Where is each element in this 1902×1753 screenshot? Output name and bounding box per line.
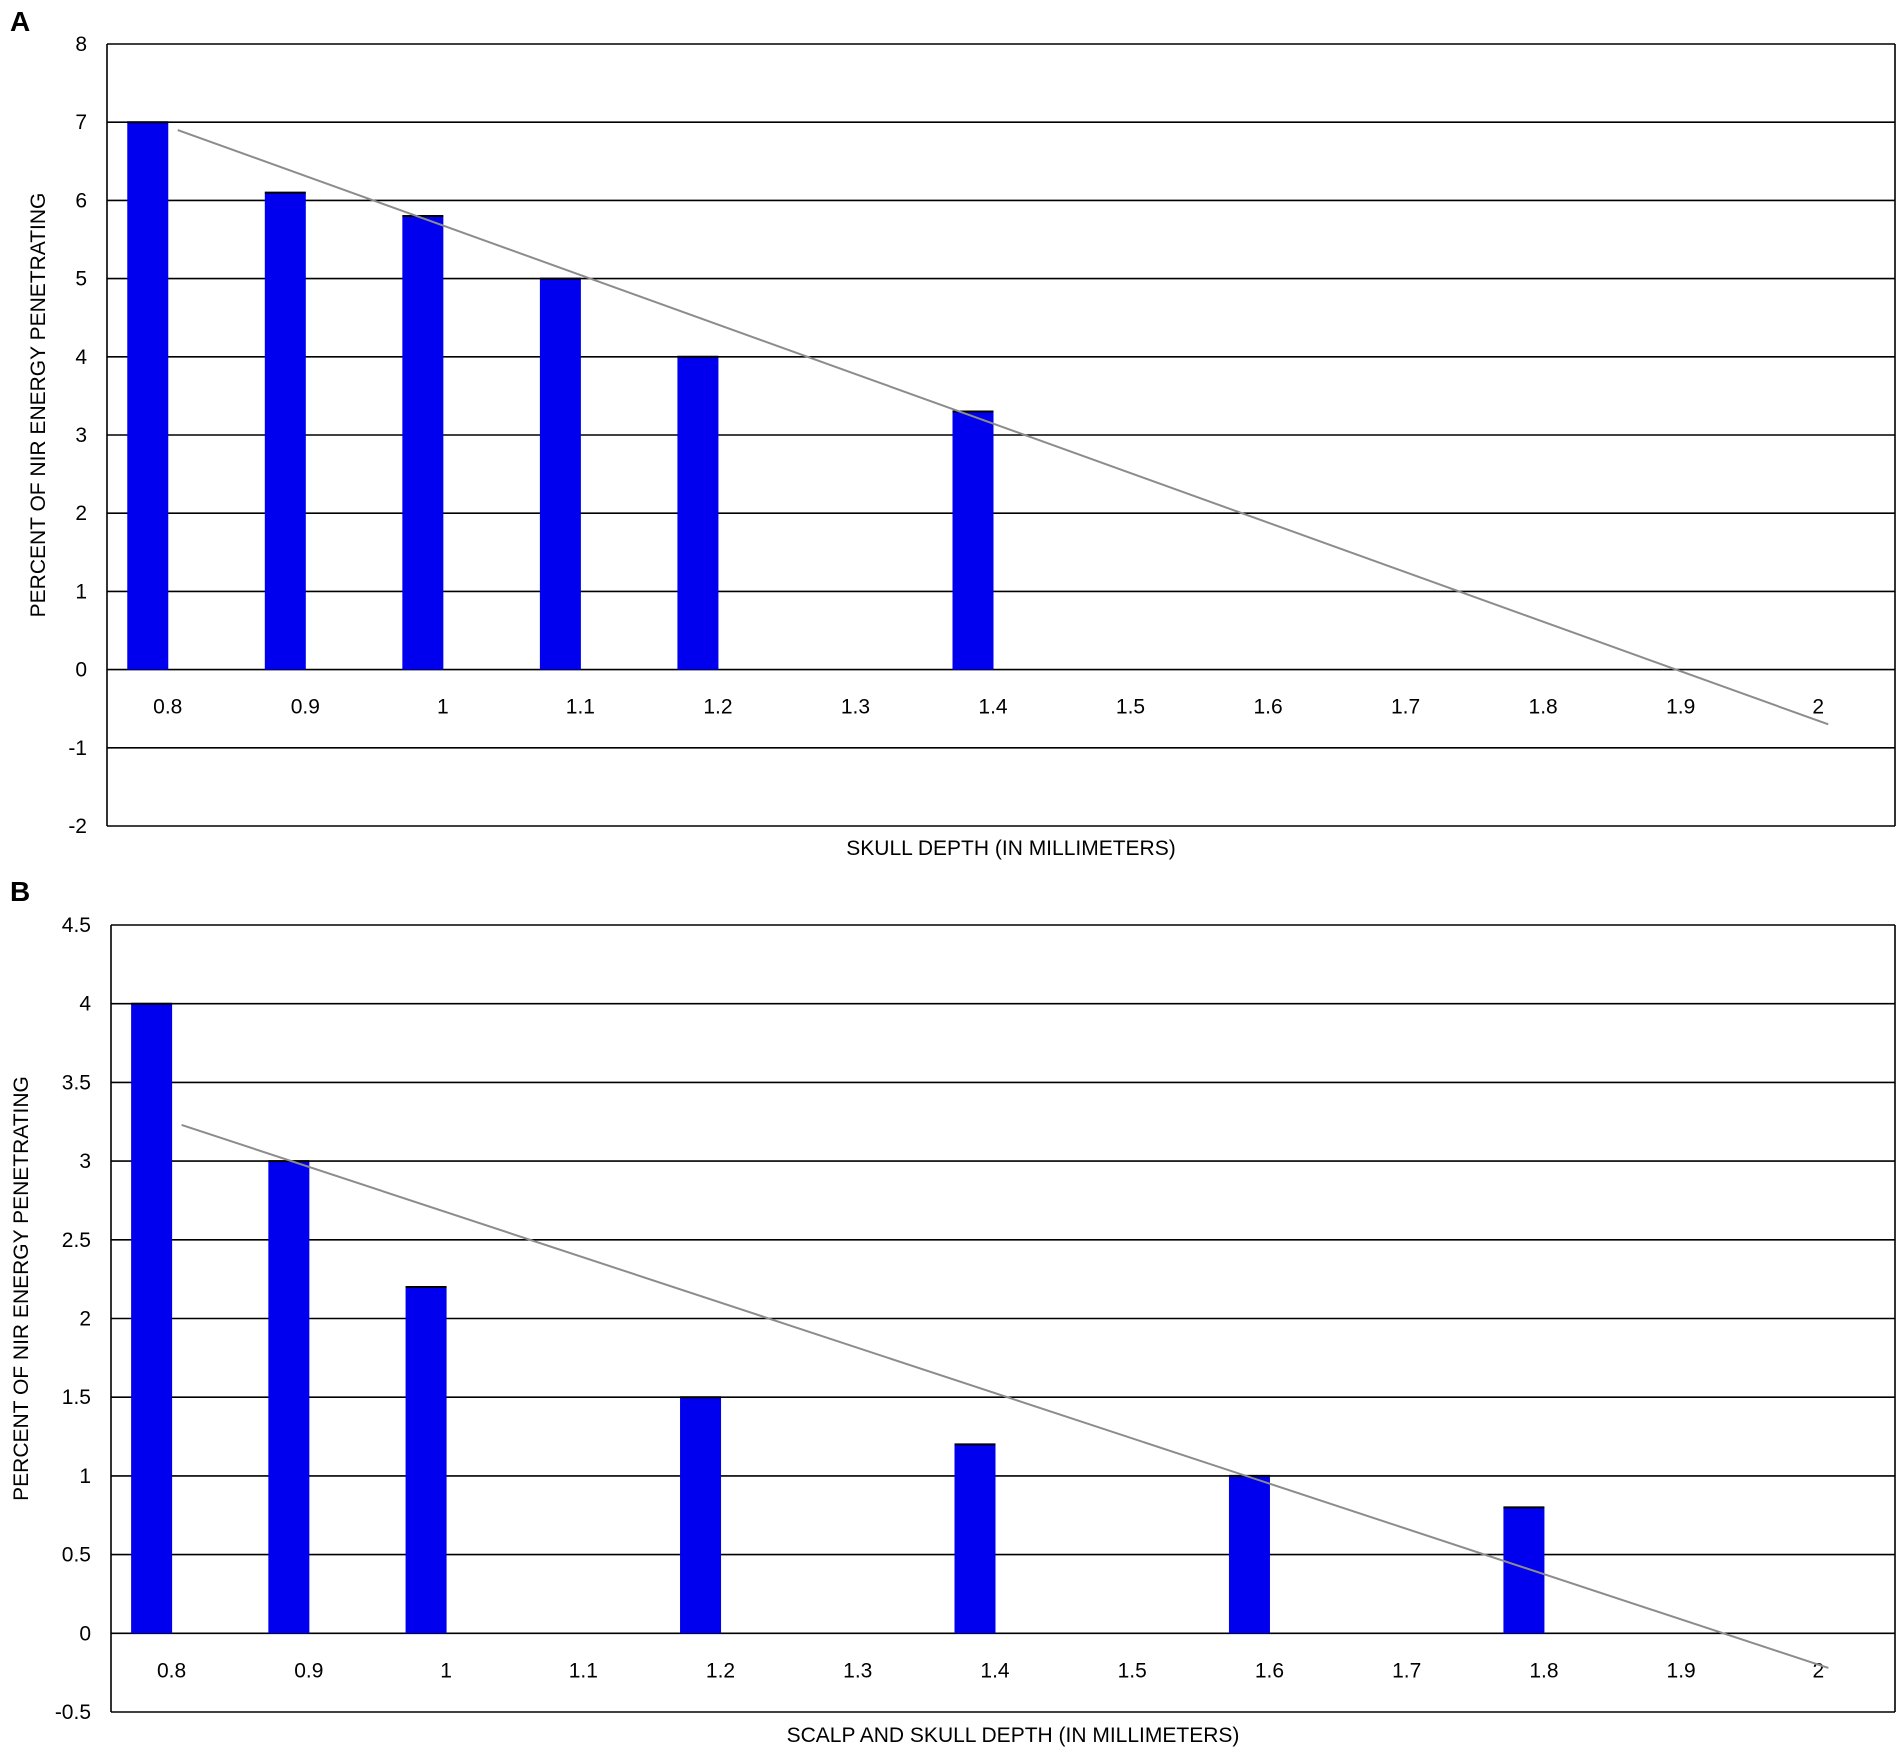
y-tick-label: 4 [75,346,87,369]
y-axis-title: PERCENT OF NIR ENERGY PENETRATING [10,1076,33,1501]
x-tick-label: 1 [440,1659,452,1682]
bar-chart-svg: 8 7 6 5 4 3 2 1 0 -1 -2 0.8 0.9 1 1.1 1.2 1.3 1.4 1.5 1.6 1.… [27,33,1896,860]
y-tick-label: 1 [75,580,87,603]
y-tick-label: -1 [68,737,87,760]
bar [539,278,581,670]
panel-label: B [10,876,31,907]
y-tick-label: 7 [75,111,87,134]
bar [954,1444,996,1634]
chart-panel-b: B 4.5 4 3.5 3 2.5 2 1.5 1 0.5 0 -0.5 0.8 0.9 1 1.1 1.2 1… [0,870,1902,1753]
trendline [177,129,1829,726]
y-axis-title: PERCENT OF NIR ENERGY PENETRATING [27,193,50,618]
bar [677,356,719,670]
bar [952,411,994,670]
x-tick-label: 1.9 [1667,1659,1696,1682]
x-tick-label: 1.8 [1529,1659,1558,1682]
y-tick-label: 3 [75,424,87,447]
x-tick-label: 1 [437,696,449,719]
bar [264,192,306,670]
x-tick-label: 1.6 [1255,1659,1284,1682]
x-tick-label: 1.7 [1391,696,1420,719]
x-tick-label: 1.3 [843,1659,872,1682]
bar [405,1287,447,1634]
x-tick-label: 1.7 [1392,1659,1421,1682]
trendline [181,1123,1829,1669]
bar [127,122,169,670]
y-tick-label: 6 [75,189,87,212]
y-tick-label: 2.5 [62,1229,91,1252]
panel-label: A [10,6,31,37]
bar [1228,1475,1270,1634]
bar [402,216,444,670]
y-tick-label: 2 [75,502,87,525]
x-tick-label: 1.1 [566,696,595,719]
y-tick-label: 3.5 [62,1071,91,1094]
y-tick-label: 8 [75,33,87,56]
x-tick-label: 1.1 [569,1659,598,1682]
bar [131,1003,173,1634]
x-tick-label: 0.8 [157,1659,186,1682]
x-tick-label: 2 [1813,1659,1825,1682]
x-tick-label: 1.6 [1253,696,1282,719]
x-tick-label: 1.8 [1529,696,1558,719]
y-tick-label: 2 [79,1308,91,1331]
x-tick-label: 0.8 [153,696,182,719]
x-tick-label: 1.5 [1116,696,1145,719]
x-tick-label: 1.2 [703,696,732,719]
x-tick-label: 0.9 [291,696,320,719]
x-tick-label: 1.5 [1118,1659,1147,1682]
x-tick-label: 1.3 [841,696,870,719]
y-tick-label: 0 [75,659,87,682]
y-tick-label: 0.5 [62,1544,91,1567]
x-tick-label: 1.4 [978,696,1008,719]
bar [1503,1507,1545,1634]
y-tick-label: 4.5 [62,914,91,937]
y-tick-label: 1.5 [62,1386,91,1409]
x-tick-label: 2 [1812,696,1824,719]
bar [680,1397,722,1634]
chart-panel-a: A 8 7 6 5 4 3 2 1 0 -1 -2 0.8 0.9 1 1.1 1.2 1.3 1.4 1.5 1.6… [0,0,1902,870]
x-axis-title: SCALP AND SKULL DEPTH (IN MILLIMETERS) [787,1724,1240,1747]
bar-chart-svg: 4.5 4 3.5 3 2.5 2 1.5 1 0.5 0 -0.5 0.8 0.9 1 1.1 1.2 1.3… [10,914,1896,1747]
x-tick-label: 1.2 [706,1659,735,1682]
y-tick-label: 5 [75,268,87,291]
y-tick-label: -0.5 [55,1701,91,1724]
x-tick-label: 1.9 [1666,696,1695,719]
x-tick-label: 1.4 [980,1659,1010,1682]
bar [268,1161,310,1634]
y-tick-label: 0 [79,1622,91,1645]
y-tick-label: 1 [79,1465,91,1488]
y-tick-label: 3 [79,1150,91,1173]
x-axis-title: SKULL DEPTH (IN MILLIMETERS) [846,837,1175,860]
x-tick-label: 0.9 [294,1659,323,1682]
y-tick-label: 4 [79,993,91,1016]
y-tick-label: -2 [68,815,87,838]
